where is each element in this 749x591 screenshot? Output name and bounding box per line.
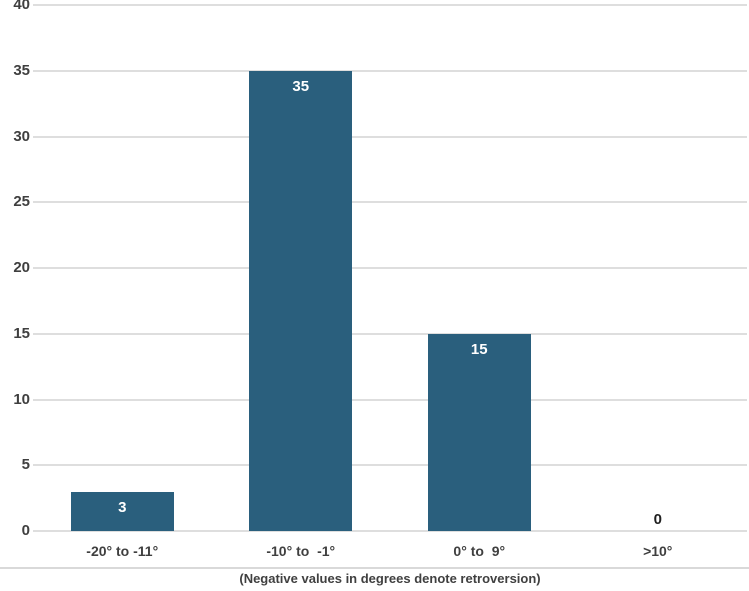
bar-value-label-3: 15	[470, 340, 488, 358]
axis-separator-line	[0, 567, 749, 569]
x-category-label-1: -20° to -11°	[86, 543, 159, 559]
bar-value-label-1: 3	[118, 498, 127, 516]
gridline-25	[33, 201, 747, 204]
bar-3	[427, 333, 531, 531]
gridline-40	[33, 4, 747, 6]
x-axis-caption: (Negative values in degrees denote retro…	[239, 571, 541, 586]
gridline-10	[33, 398, 747, 401]
x-category-label-2: -10° to -1°	[266, 543, 336, 559]
y-tick-label-0: 0	[21, 522, 30, 539]
y-tick-label-15: 15	[13, 324, 30, 342]
bar-2	[249, 70, 353, 531]
gridline-20	[33, 267, 747, 269]
y-tick-label-25: 25	[13, 193, 30, 211]
y-tick-label-5: 5	[21, 456, 30, 474]
bar-1	[70, 491, 174, 531]
gridline-35	[33, 69, 747, 72]
y-tick-label-20: 20	[13, 259, 30, 276]
gridline-0	[33, 530, 747, 532]
x-category-label-4: >10°	[643, 543, 673, 559]
gridline-5	[33, 464, 747, 467]
gridline-30	[33, 135, 747, 138]
y-tick-label-35: 35	[13, 61, 30, 79]
x-category-label-3: 0° to 9°	[453, 543, 506, 559]
gridline-15	[33, 332, 747, 335]
y-tick-label-10: 10	[13, 390, 30, 408]
y-tick-label-30: 30	[13, 127, 30, 145]
bar-value-label-4: 0	[653, 511, 662, 528]
y-tick-label-40: 40	[13, 0, 30, 13]
bar-value-label-2: 35	[292, 77, 310, 95]
